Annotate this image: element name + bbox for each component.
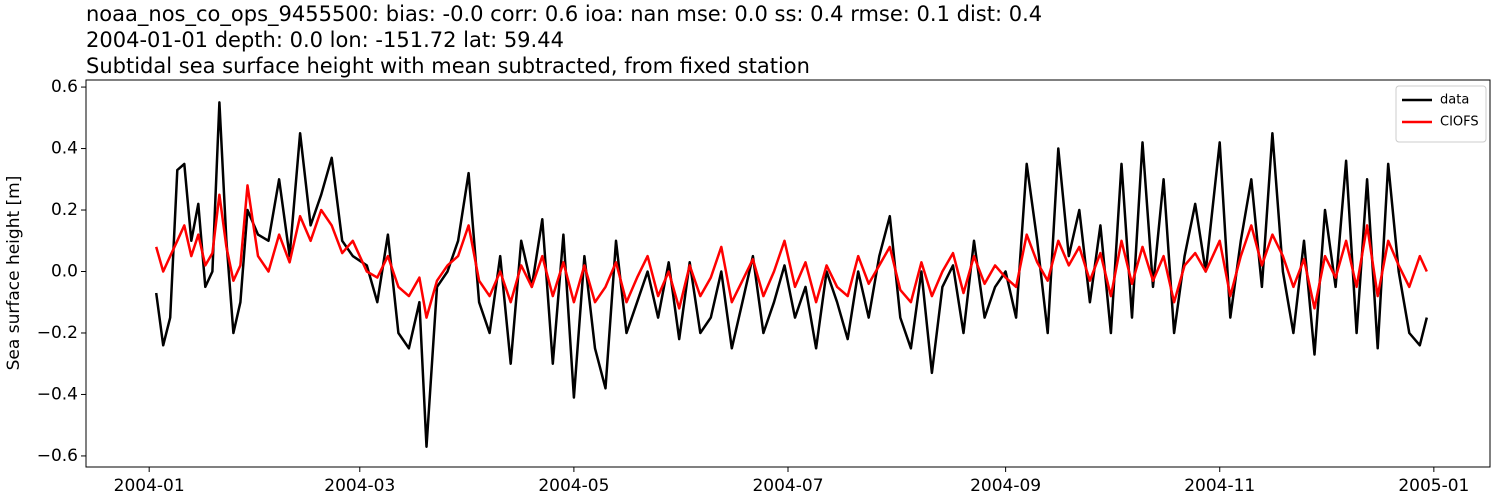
legend-label: data	[1440, 93, 1469, 108]
x-tick-label: 2004-03	[324, 476, 395, 496]
y-axis-label: Sea surface height [m]	[4, 176, 24, 371]
series-line	[154, 184, 1428, 319]
legend-label: CIOFS	[1440, 115, 1479, 130]
y-tick-label: 0.0	[51, 262, 78, 282]
x-tick-label: 2005-01	[1398, 476, 1469, 496]
y-tick-label: 0.4	[51, 139, 78, 159]
chart-title: noaa_nos_co_ops_9455500: bias: -0.0 corr…	[86, 2, 1042, 27]
axes-frame	[85, 79, 1491, 468]
x-tick-label: 2004-07	[752, 476, 823, 496]
chart-subtitle: Subtidal sea surface height with mean su…	[86, 54, 810, 78]
y-tick-label: −0.4	[37, 384, 78, 404]
x-tick-label: 2004-11	[1184, 476, 1255, 496]
x-tick-label: 2004-09	[970, 476, 1041, 496]
y-tick-label: 0.6	[51, 77, 78, 97]
chart-subtitle: 2004-01-01 depth: 0.0 lon: -151.72 lat: …	[86, 28, 564, 52]
y-tick-label: 0.2	[51, 200, 78, 220]
y-tick-label: −0.2	[37, 323, 78, 343]
plot-area	[154, 101, 1429, 448]
y-tick-label: −0.6	[37, 446, 78, 466]
x-tick-label: 2004-01	[114, 476, 185, 496]
x-tick-label: 2004-05	[538, 476, 609, 496]
series-line	[154, 101, 1429, 448]
